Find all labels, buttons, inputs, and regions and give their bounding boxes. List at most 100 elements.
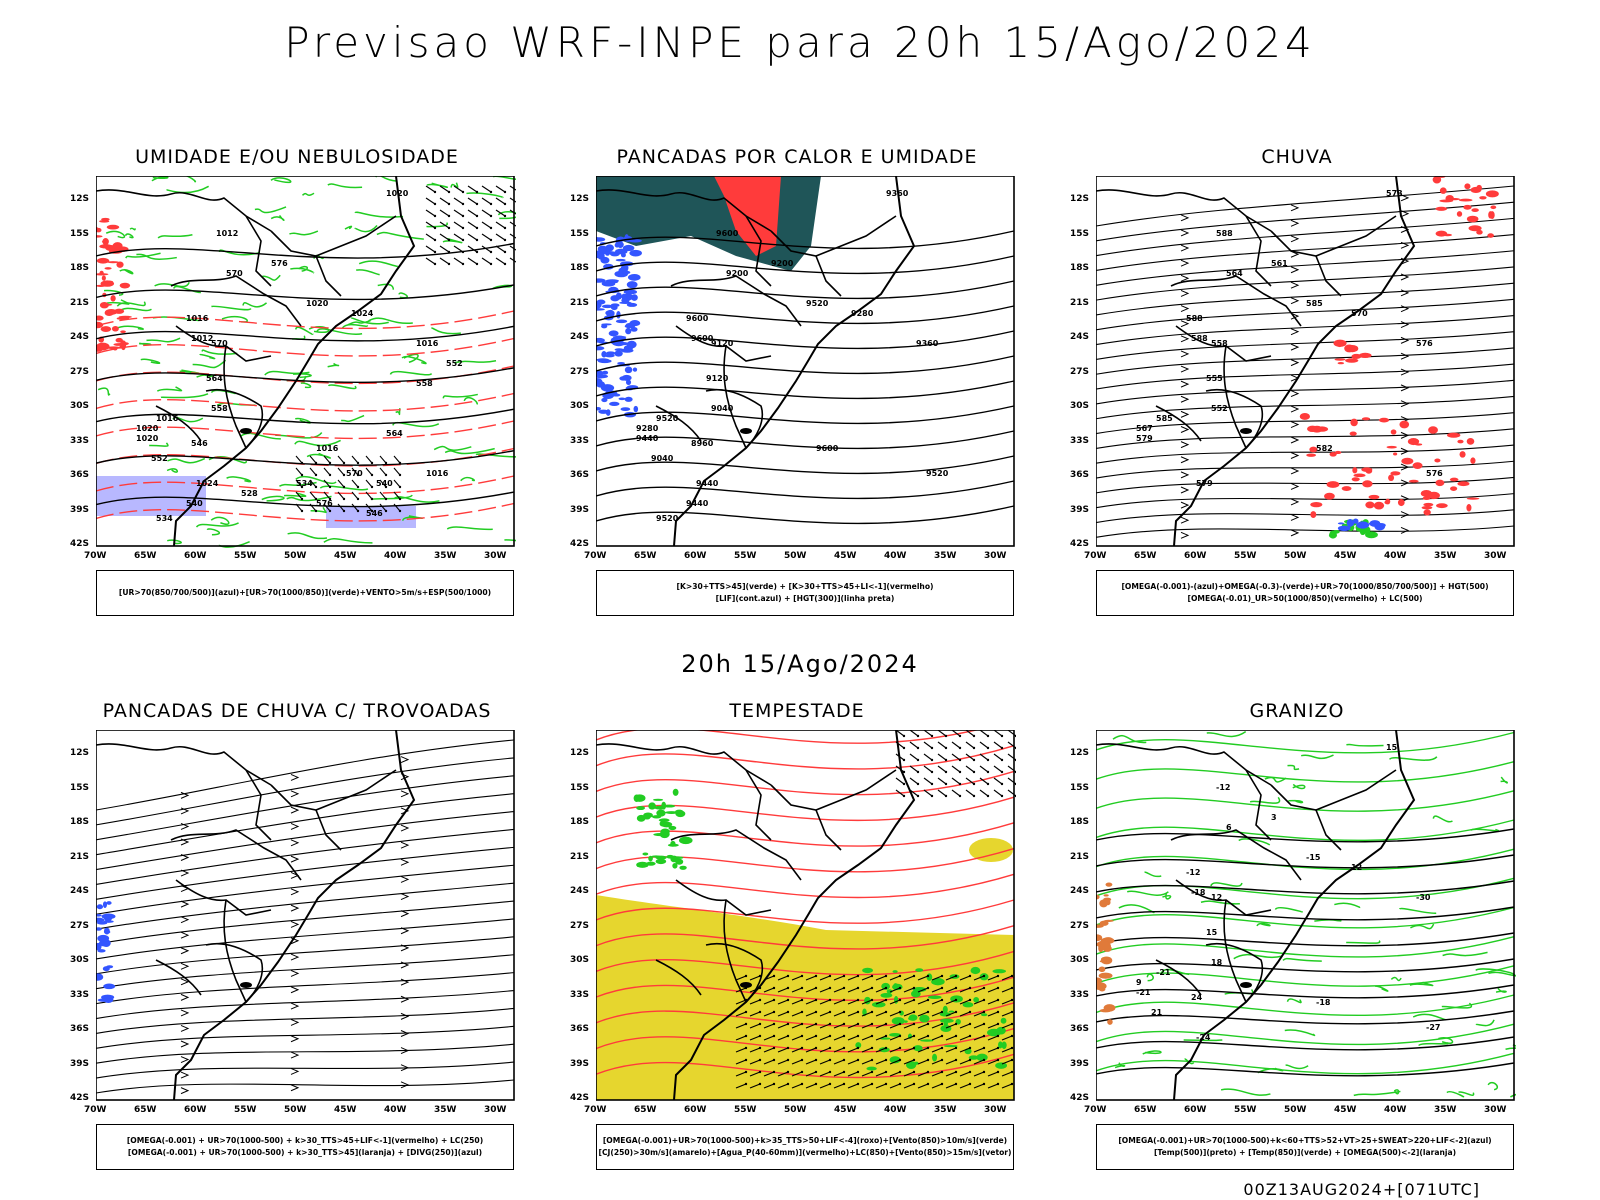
lon-tick-label: 65W <box>134 1105 157 1115</box>
lat-tick-label: 15S <box>70 782 90 793</box>
lat-tick-label: 33S <box>570 435 590 446</box>
lat-tick-label: 30S <box>1070 401 1090 411</box>
contour-label: 9600 <box>816 444 839 453</box>
contour-label: 1020 <box>136 434 159 443</box>
lon-tick-label: 70W <box>584 1105 607 1115</box>
contour-label: 1016 <box>416 339 439 348</box>
legend-line: [OMEGA(-0.001) + UR>70(1000-500) + k>30_… <box>126 1136 484 1145</box>
lon-tick-label: 70W <box>1084 551 1107 561</box>
lat-tick-label: 12S <box>1070 748 1090 758</box>
lat-tick-label: 30S <box>70 401 90 411</box>
lat-tick-label: 42S <box>570 1093 590 1103</box>
contour-label: 579 <box>1196 479 1213 488</box>
lon-tick-label: 70W <box>1084 1105 1107 1115</box>
lon-tick-label: 40W <box>1384 1105 1407 1115</box>
contour-label: 9600 <box>691 334 714 343</box>
panel-title: GRANIZO <box>1249 700 1345 722</box>
lon-tick-label: 35W <box>934 1105 957 1115</box>
contour-label: -21 <box>1156 968 1171 977</box>
lon-tick-label: 70W <box>84 1105 107 1115</box>
lat-tick-label: 18S <box>1070 263 1090 273</box>
map-trovoadas <box>96 730 515 1101</box>
lat-tick-label: 15S <box>1070 782 1090 793</box>
lon-tick-label: 60W <box>184 551 207 561</box>
contour-label: 528 <box>241 489 258 498</box>
lat-tick-label: 21S <box>570 851 590 862</box>
lat-tick-label: 15S <box>1070 228 1090 239</box>
contour-label: 588 <box>1191 334 1208 343</box>
lon-tick-label: 35W <box>934 551 957 561</box>
contour-label: 1020 <box>136 424 159 433</box>
contour-label: 558 <box>416 379 433 388</box>
lon-tick-label: 30W <box>1484 1105 1507 1115</box>
legend-line: [OMEGA(-0.001) + UR>70(1000-500) + k>30_… <box>127 1148 483 1157</box>
contour-label: 561 <box>1271 259 1288 268</box>
legend-line: [OMEGA(-0.01)_UR>50(1000/850)(vermelho) … <box>1187 594 1423 603</box>
contour-label: 582 <box>1316 444 1333 453</box>
lat-tick-label: 42S <box>570 539 590 549</box>
lon-tick-label: 55W <box>234 551 257 561</box>
lon-tick-label: 40W <box>884 551 907 561</box>
contour-label: 15 <box>1386 743 1398 752</box>
contour-label: 1016 <box>156 414 179 423</box>
contour-label: 9280 <box>636 424 659 433</box>
contour-label: 1024 <box>196 479 219 488</box>
contour-label: 534 <box>156 514 173 523</box>
contour-label: 558 <box>1211 339 1228 348</box>
contour-label: 573 <box>1386 189 1403 198</box>
map-umidade: 1012101610201016101210161020102410161016… <box>96 176 516 548</box>
contour-label: 579 <box>1136 434 1153 443</box>
contour-label: -21 <box>1136 988 1151 997</box>
lat-tick-label: 27S <box>70 920 90 931</box>
contour-label: 588 <box>1216 229 1233 238</box>
lon-tick-label: 50W <box>1284 1105 1307 1115</box>
lat-tick-label: 36S <box>70 1024 90 1034</box>
lon-tick-label: 55W <box>734 1105 757 1115</box>
contour-label: 6 <box>1226 823 1232 832</box>
contour-label: 9440 <box>686 499 709 508</box>
lat-tick-label: 42S <box>70 1093 90 1103</box>
contour-label: 12 <box>1211 893 1222 902</box>
lat-tick-label: 15S <box>70 228 90 239</box>
contour-label: 552 <box>446 359 463 368</box>
contour-label: 9440 <box>636 434 659 443</box>
contour-label: -12 <box>1216 783 1230 792</box>
lat-tick-label: 24S <box>1070 332 1090 342</box>
lat-tick-label: 33S <box>570 989 590 1000</box>
lat-tick-label: 12S <box>70 748 90 758</box>
legend-box: [OMEGA(-0.001)+UR>70(1000-500)+k>35_TTS>… <box>596 1124 1014 1170</box>
lat-tick-label: 33S <box>70 435 90 446</box>
panel-trovoadas: PANCADAS DE CHUVA C/ TROVOADAS [OMEGA(-0… <box>70 700 515 1180</box>
contour-label: 1020 <box>306 299 329 308</box>
lat-tick-label: 27S <box>1070 366 1090 377</box>
contour-label: -18 <box>1316 998 1331 1007</box>
lon-tick-label: 35W <box>1434 1105 1457 1115</box>
lat-tick-label: 36S <box>570 470 590 480</box>
contour-label: 1016 <box>426 469 449 478</box>
lat-tick-label: 39S <box>1070 1058 1090 1069</box>
legend-line: [CJ(250)>30m/s](amarelo)+[Agua_P(40-60mm… <box>598 1148 1012 1157</box>
lon-tick-label: 50W <box>284 551 307 561</box>
map-granizo: -12-12-15-18-18-21-21-24-27-301512963121… <box>1096 730 1516 1101</box>
contour-label: 570 <box>346 469 363 478</box>
lon-tick-label: 45W <box>334 551 357 561</box>
legend-box: [K>30+TTS>45](verde) + [K>30+TTS>45+LI<-… <box>596 570 1014 616</box>
contour-label: 552 <box>1211 404 1228 413</box>
lat-tick-label: 27S <box>70 366 90 377</box>
lon-tick-label: 55W <box>734 551 757 561</box>
lon-tick-label: 40W <box>1384 551 1407 561</box>
lat-tick-label: 18S <box>570 817 590 827</box>
lon-tick-label: 45W <box>834 1105 857 1115</box>
contour-label: 1016 <box>316 444 339 453</box>
lat-tick-label: 39S <box>70 1058 90 1069</box>
contour-label: 24 <box>1191 993 1203 1002</box>
lat-tick-label: 36S <box>1070 470 1090 480</box>
lon-tick-label: 50W <box>284 1105 307 1115</box>
contour-label: 1012 <box>216 229 238 238</box>
contour-label: 576 <box>316 499 333 508</box>
lat-tick-label: 33S <box>1070 435 1090 446</box>
panel-title: PANCADAS POR CALOR E UMIDADE <box>616 146 978 168</box>
contour-label: -18 <box>1191 888 1206 897</box>
contour-label: 9120 <box>711 339 734 348</box>
contour-label: 1012 <box>191 334 213 343</box>
